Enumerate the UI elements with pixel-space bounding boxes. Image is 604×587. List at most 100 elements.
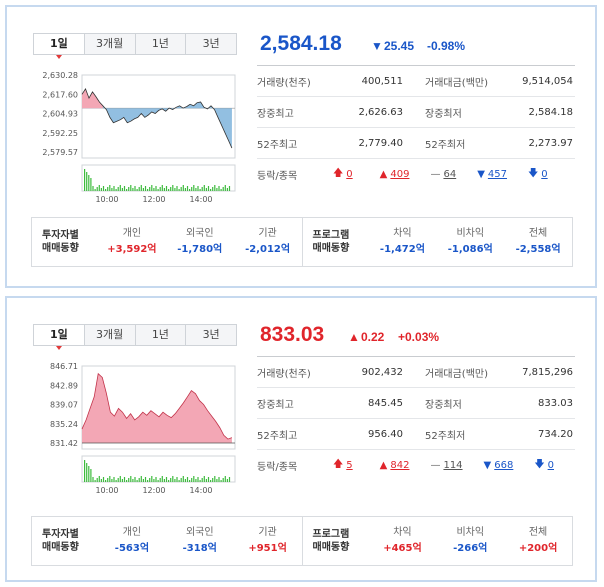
tab-3year[interactable]: 3년 xyxy=(185,325,236,345)
volume-bar xyxy=(134,477,136,482)
trading-trends: 투자자별 매매동향 개인 +3,592억 외국인 -1,780억 기관 -2,012억 … xyxy=(31,217,573,267)
institution-col: 기관 -2,012억 xyxy=(245,228,291,255)
volume-bar xyxy=(193,476,195,482)
flat-count[interactable]: 64 xyxy=(443,169,457,180)
volume-bar xyxy=(159,478,161,482)
volume-bar xyxy=(165,186,168,191)
volume-bar xyxy=(107,187,109,191)
up-count[interactable]: 842 xyxy=(390,460,410,471)
total-col: 전체 +200억 xyxy=(518,527,558,554)
w52-high-value: 2,779.40 xyxy=(358,137,403,149)
volume-bar xyxy=(170,478,172,482)
high-value: 2,626.63 xyxy=(358,106,403,118)
volume-bar xyxy=(191,187,193,191)
volume-bar xyxy=(144,186,147,191)
flat-icon: — xyxy=(430,460,441,471)
volume-bar xyxy=(144,477,147,482)
volume-bar xyxy=(168,480,170,482)
volume-bar xyxy=(226,479,228,482)
down-count[interactable]: 457 xyxy=(487,169,507,180)
foreign-col: 외국인 -318억 xyxy=(182,527,217,554)
volume-bar xyxy=(115,480,117,482)
volume-bar xyxy=(159,187,161,191)
intraday-chart: 2,630.28 2,617.60 2,604.93 2,592.25 2,579.57… xyxy=(42,71,236,203)
kospi-panel: 1일 3개월 1년 3년 2,630.28 2,617.60 2,604.93 2,5… xyxy=(5,5,597,288)
upper-limit-icon: 🡅 xyxy=(333,459,344,470)
volume-bar xyxy=(186,477,189,482)
volume-bar xyxy=(197,477,199,482)
flat-icon: — xyxy=(430,169,441,180)
updown-row: 등락/종목 🡅 5 ▲ 842 — 114 ▼ 668 🡇 0 xyxy=(257,450,575,481)
volume-bar xyxy=(178,480,180,482)
volume-bar xyxy=(153,479,155,482)
volume-bar xyxy=(86,172,88,191)
updown-counts: 🡅 0 ▲ 409 — 64 ▼ 457 🡇 0 xyxy=(333,166,575,183)
volume-label: 거래량(천주) xyxy=(257,368,311,380)
w52-high-value: 956.40 xyxy=(368,428,403,440)
tab-3year[interactable]: 3년 xyxy=(185,34,236,54)
intraday-chart: 846.71 842.89 839.07 835.24 831.42 10:00 12:00… xyxy=(50,362,236,494)
amount-label: 거래대금(백만) xyxy=(425,368,489,380)
volume-bar xyxy=(88,466,90,482)
volume-bar xyxy=(199,189,201,191)
x-tick-label: 10:00 xyxy=(95,486,118,494)
volume-bar xyxy=(105,189,107,191)
volume-bar xyxy=(126,480,128,482)
volume-bar xyxy=(161,476,163,482)
y-tick-label: 842.89 xyxy=(50,381,78,390)
individual-col: 개인 +3,592억 xyxy=(107,228,157,255)
volume-value: 902,432 xyxy=(361,366,403,378)
down-count[interactable]: 668 xyxy=(494,460,514,471)
lower-limit-count[interactable]: 0 xyxy=(547,460,554,471)
volume-bar xyxy=(140,185,142,191)
volume-bar xyxy=(109,185,111,191)
y-tick-label: 835.24 xyxy=(50,420,78,429)
down-icon: ▼ xyxy=(477,169,485,180)
volume-bar xyxy=(151,476,153,482)
upper-limit-count[interactable]: 0 xyxy=(346,169,353,180)
tab-1day[interactable]: 1일 xyxy=(34,34,84,59)
volume-value: 400,511 xyxy=(361,75,403,87)
volume-bar xyxy=(218,186,220,191)
volume-bar xyxy=(117,478,119,482)
low-label: 장중최저 xyxy=(425,399,462,411)
volume-bar xyxy=(207,186,210,191)
volume-bar xyxy=(210,480,212,482)
updown-counts: 🡅 5 ▲ 842 — 114 ▼ 668 🡇 0 xyxy=(333,457,575,474)
volume-bar xyxy=(96,478,98,482)
w52-high-label: 52주최고 xyxy=(257,139,298,151)
volume-bar xyxy=(195,188,197,191)
volume-bar xyxy=(128,187,130,191)
tab-1year[interactable]: 1년 xyxy=(134,34,186,54)
volume-bar xyxy=(212,478,214,482)
volume-bar xyxy=(128,478,130,482)
tab-1year[interactable]: 1년 xyxy=(134,325,186,345)
lower-limit-count[interactable]: 0 xyxy=(541,169,548,180)
volume-bar xyxy=(142,188,144,191)
volume-bar xyxy=(222,187,224,191)
tab-1day[interactable]: 1일 xyxy=(34,325,84,350)
index-price: 833.03 xyxy=(260,323,325,346)
volume-bar xyxy=(212,187,214,191)
flat-count[interactable]: 114 xyxy=(443,460,463,471)
program-trends: 프로그램 매매동향 차익 +465억 비차익 -266억 전체 +200억 xyxy=(301,517,573,565)
up-count[interactable]: 409 xyxy=(390,169,410,180)
low-value: 2,584.18 xyxy=(528,106,573,118)
volume-bar xyxy=(113,477,115,482)
volume-bar xyxy=(182,476,184,482)
volume-bar xyxy=(149,187,151,191)
w52-high-label: 52주최고 xyxy=(257,430,298,442)
w52-low-label: 52주최저 xyxy=(425,430,466,442)
volume-bar xyxy=(88,175,90,191)
program-trends: 프로그램 매매동향 차익 -1,472억 비차익 -1,086억 전체 -2,558억 xyxy=(301,218,573,266)
change-arrow: ▲ xyxy=(348,330,360,344)
x-tick-label: 12:00 xyxy=(142,195,165,203)
volume-bar xyxy=(220,480,222,482)
volume-bar xyxy=(222,478,224,482)
tab-3month[interactable]: 3개월 xyxy=(83,34,135,54)
tab-3month[interactable]: 3개월 xyxy=(83,325,135,345)
upper-limit-count[interactable]: 5 xyxy=(346,460,353,471)
period-tabs: 1일 3개월 1년 3년 xyxy=(33,324,237,350)
stats-row: 장중최고 2,626.63 장중최저 2,584.18 xyxy=(257,97,575,128)
y-tick-label: 2,630.28 xyxy=(42,71,78,80)
